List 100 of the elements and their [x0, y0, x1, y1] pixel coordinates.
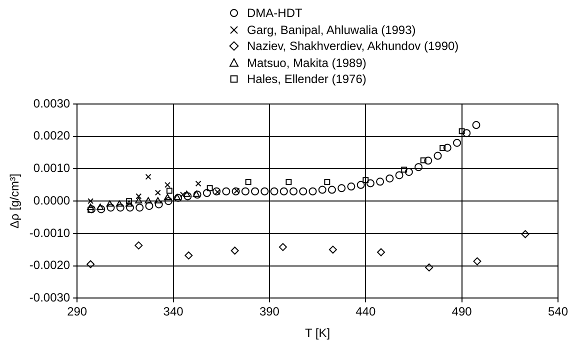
- point: [126, 198, 132, 204]
- legend-label: Hales, Ellender (1976): [247, 72, 366, 86]
- point: [195, 180, 202, 187]
- point: [453, 138, 462, 147]
- point: [425, 263, 434, 272]
- y-tick-label: -0.0020: [29, 258, 70, 272]
- legend-label: Naziev, Shakhverdiev, Akhundov (1990): [247, 39, 459, 53]
- x-tick-label: 290: [67, 304, 88, 319]
- point: [88, 205, 96, 214]
- point: [338, 184, 346, 192]
- point: [97, 205, 106, 214]
- point: [434, 152, 442, 160]
- y-tick-label: 0.0020: [33, 128, 70, 143]
- x-tick-label: 340: [163, 304, 184, 319]
- point: [347, 182, 356, 191]
- point: [135, 197, 142, 204]
- legend-label: Garg, Banipal, Ahluwalia (1993): [247, 22, 416, 36]
- point: [328, 186, 336, 194]
- point: [232, 187, 240, 196]
- y-tick-label: -0.0030: [29, 290, 70, 305]
- point: [356, 180, 365, 189]
- point: [183, 190, 190, 197]
- point: [202, 189, 211, 198]
- point: [270, 187, 278, 196]
- x-tick-label: 490: [452, 304, 472, 319]
- point: [440, 145, 446, 151]
- x-axis-title: T [K]: [304, 326, 330, 340]
- point: [366, 179, 374, 188]
- point: [136, 204, 144, 212]
- point: [164, 197, 172, 206]
- point: [328, 246, 337, 254]
- point: [443, 144, 452, 152]
- point: [458, 128, 465, 134]
- point: [144, 197, 152, 204]
- point: [251, 187, 260, 196]
- point: [420, 157, 426, 164]
- y-axis-title: Δρ [g/cm³]: [8, 174, 22, 229]
- point: [106, 200, 114, 207]
- y-tick-label: -0.0010: [29, 226, 70, 240]
- x-tick-label: 540: [548, 304, 568, 319]
- point: [193, 190, 202, 199]
- point: [308, 187, 317, 196]
- y-tick-label: 0.0030: [33, 96, 70, 110]
- point: [241, 187, 250, 196]
- point: [324, 179, 330, 185]
- point: [164, 194, 172, 200]
- point: [88, 206, 94, 213]
- point: [154, 200, 163, 208]
- legend-label: DMA-HDT: [247, 6, 302, 20]
- point: [280, 187, 288, 196]
- y-tick-label: 0.0000: [33, 193, 70, 208]
- point: [414, 163, 423, 172]
- point: [106, 204, 115, 212]
- legend-label: Matsuo, Makita (1989): [247, 56, 366, 70]
- point: [136, 193, 142, 200]
- point: [473, 257, 482, 266]
- point: [286, 179, 292, 185]
- point: [134, 241, 143, 250]
- point: [184, 251, 193, 260]
- point: [145, 202, 154, 210]
- point: [212, 187, 221, 196]
- point: [96, 204, 104, 210]
- point: [87, 204, 94, 210]
- point: [180, 192, 186, 198]
- point: [116, 200, 123, 207]
- point: [234, 188, 240, 194]
- point: [386, 174, 394, 182]
- point: [377, 248, 386, 256]
- point: [260, 187, 269, 196]
- point: [472, 121, 480, 130]
- point: [362, 177, 369, 184]
- point: [424, 156, 432, 165]
- point: [126, 204, 134, 212]
- point: [318, 186, 326, 194]
- point: [88, 198, 94, 204]
- point: [290, 187, 298, 196]
- point: [206, 185, 213, 192]
- point: [166, 188, 172, 194]
- point: [86, 260, 95, 268]
- point: [521, 230, 530, 238]
- point: [154, 197, 162, 204]
- point: [154, 190, 161, 196]
- point: [145, 174, 152, 180]
- point: [230, 246, 239, 255]
- point: [245, 179, 252, 185]
- point: [116, 204, 124, 212]
- point: [214, 189, 220, 196]
- y-tick-label: 0.0010: [33, 161, 70, 176]
- point: [184, 192, 192, 200]
- point: [376, 178, 384, 186]
- point: [222, 187, 230, 196]
- point: [395, 171, 404, 180]
- point: [192, 190, 200, 197]
- point: [462, 129, 471, 138]
- point: [299, 187, 308, 196]
- point: [126, 200, 133, 207]
- point: [401, 166, 408, 173]
- point: [278, 243, 287, 252]
- x-tick-label: 440: [356, 304, 376, 319]
- point: [164, 182, 170, 188]
